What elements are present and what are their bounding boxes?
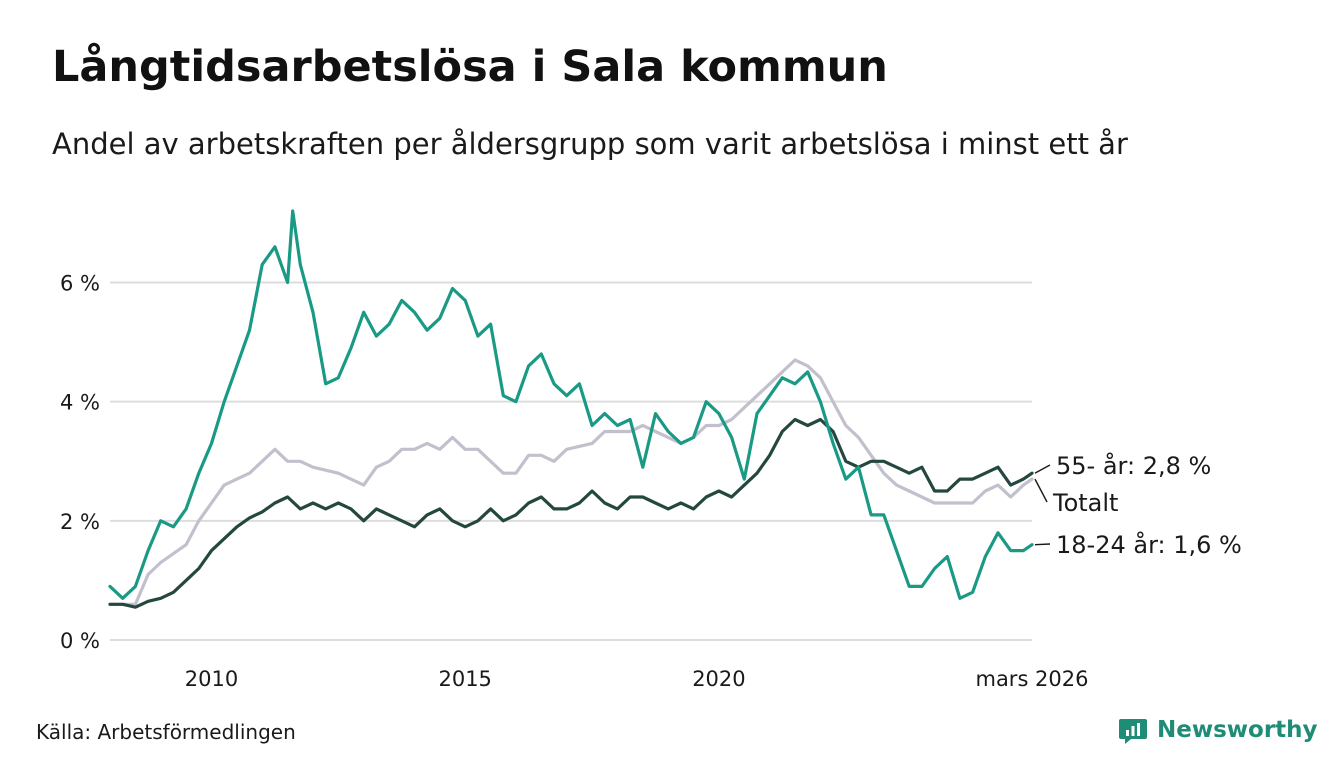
y-tick-label: 0 %	[60, 629, 100, 653]
brand-logo: Newsworthy	[1118, 712, 1318, 748]
page-subtitle: Andel av arbetskraften per åldersgrupp s…	[52, 127, 1128, 161]
series-end-label: 55- år: 2,8 %	[1056, 451, 1211, 480]
label-leader-line	[1034, 478, 1048, 503]
y-tick-label: 4 %	[60, 391, 100, 415]
y-tick-label: 6 %	[60, 272, 100, 296]
brand-name: Newsworthy	[1157, 717, 1318, 743]
label-leader-line	[1034, 543, 1051, 546]
x-tick-label: 2010	[185, 667, 238, 691]
newsworthy-logo-icon	[1119, 719, 1147, 744]
x-axis-ticks: 2010 2015 2020 mars 2026	[185, 667, 1089, 691]
series-lines	[108, 209, 1034, 609]
y-tick-label: 2 %	[60, 510, 100, 534]
page-title: Långtidsarbetslösa i Sala kommun	[52, 42, 888, 92]
x-tick-label: mars 2026	[975, 667, 1088, 691]
series-line-55-r	[108, 417, 1034, 609]
y-axis-ticks: 0 % 2 % 4 % 6 %	[60, 272, 100, 654]
label-leader-line	[1034, 464, 1051, 474]
series-line-totalt	[108, 358, 1034, 606]
source-note: Källa: Arbetsförmedlingen	[36, 720, 296, 744]
x-tick-label: 2015	[438, 667, 491, 691]
series-labels: 55- år: 2,8 % Totalt 18-24 år: 1,6 %	[1034, 451, 1242, 559]
series-end-label: Totalt	[1052, 489, 1118, 517]
series-end-label: 18-24 år: 1,6 %	[1056, 530, 1242, 559]
x-tick-label: 2020	[692, 667, 745, 691]
series-line-18-24-r	[108, 209, 1034, 600]
gridlines	[110, 281, 1032, 641]
